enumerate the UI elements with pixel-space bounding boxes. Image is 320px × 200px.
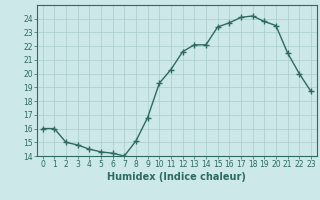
X-axis label: Humidex (Indice chaleur): Humidex (Indice chaleur) [108,172,246,182]
